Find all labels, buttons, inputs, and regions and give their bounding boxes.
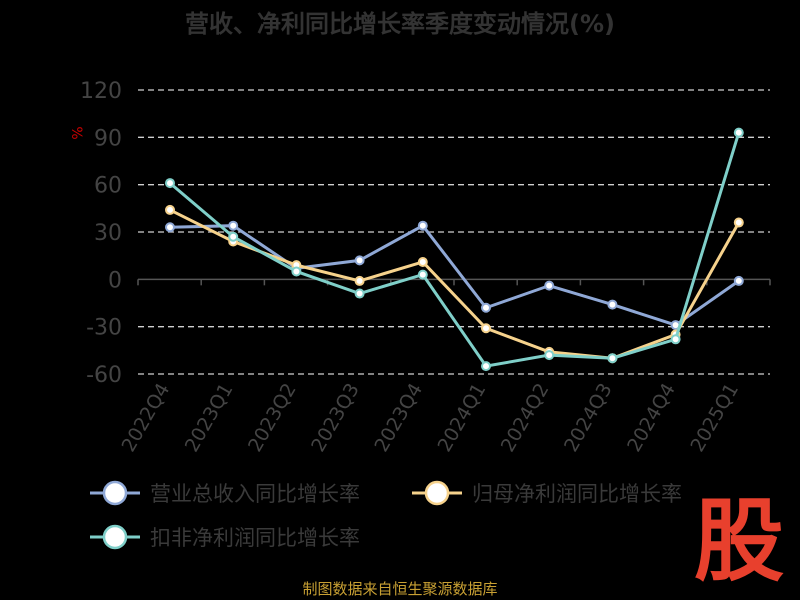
data-point (228, 220, 239, 231)
y-tick-label: 30 (94, 221, 122, 246)
data-point (165, 222, 175, 233)
x-tick-label: 2024Q1 (434, 380, 491, 456)
x-tick-label: 2024Q2 (497, 380, 554, 456)
y-tick-label: 0 (108, 268, 122, 293)
legend-item[interactable]: 营业总收入同比增长率 (90, 480, 360, 506)
legend-marker (424, 480, 450, 506)
series-line (169, 223, 740, 327)
legend-label: 归母净利润同比增长率 (472, 482, 682, 506)
y-tick-label: 120 (80, 79, 122, 104)
y-tick-label: 90 (94, 126, 122, 151)
data-point (544, 280, 555, 291)
data-point (165, 178, 175, 189)
data-point (354, 255, 365, 266)
series-lines (165, 127, 744, 372)
y-tick-label: 60 (94, 174, 122, 199)
data-point (481, 302, 491, 313)
data-point (607, 353, 618, 364)
source-note: 制图数据来自恒生聚源数据库 (302, 580, 497, 598)
data-point (165, 204, 175, 215)
data-point (544, 350, 555, 361)
y-unit-label: % (68, 126, 84, 139)
data-point (417, 256, 428, 267)
series-1 (165, 220, 744, 331)
legend-label: 营业总收入同比增长率 (150, 482, 360, 506)
data-point (417, 220, 428, 231)
series-3 (165, 127, 744, 372)
x-tick-label: 2023Q3 (307, 380, 364, 456)
legend-item[interactable]: 扣非净利润同比增长率 (90, 524, 360, 550)
legend-marker (102, 480, 128, 506)
data-point (733, 217, 744, 228)
data-point (291, 266, 302, 277)
data-point (354, 275, 365, 286)
data-point (481, 361, 491, 372)
data-point (733, 127, 744, 138)
x-axis-ticks: 2022Q4 2023Q1 2023Q2 2023Q3 2023Q4 2024Q1 2024… (118, 380, 744, 456)
legend-label: 扣非净利润同比增长率 (150, 526, 360, 550)
data-point (417, 269, 428, 280)
y-axis-ticks: 120 90 60 30 0 -30 -60 (80, 79, 122, 388)
chart-title: 营收、净利同比增长率季度变动情况(%) (185, 10, 615, 38)
legend-marker (102, 524, 128, 550)
data-point (228, 231, 239, 242)
brand-logo: 股 (694, 489, 784, 594)
y-tick-label: -60 (86, 363, 122, 388)
y-tick-label: -30 (86, 316, 122, 341)
data-point (733, 275, 744, 286)
legend-item[interactable]: 归母净利润同比增长率 (412, 480, 682, 506)
x-tick-label: 2023Q2 (244, 380, 301, 456)
data-point (607, 299, 618, 310)
x-tick-label: 2023Q4 (370, 380, 427, 456)
data-point (670, 334, 681, 345)
series-line (169, 132, 741, 368)
x-tick-label: 2023Q1 (181, 380, 238, 456)
data-point (354, 288, 365, 299)
x-tick-label: 2024Q3 (560, 380, 617, 456)
x-tick-label: 2024Q4 (623, 380, 680, 456)
x-tick-label: 2022Q4 (118, 380, 175, 456)
x-axis (137, 278, 771, 286)
x-tick-label: 2025Q1 (686, 380, 743, 456)
data-point (481, 323, 491, 334)
